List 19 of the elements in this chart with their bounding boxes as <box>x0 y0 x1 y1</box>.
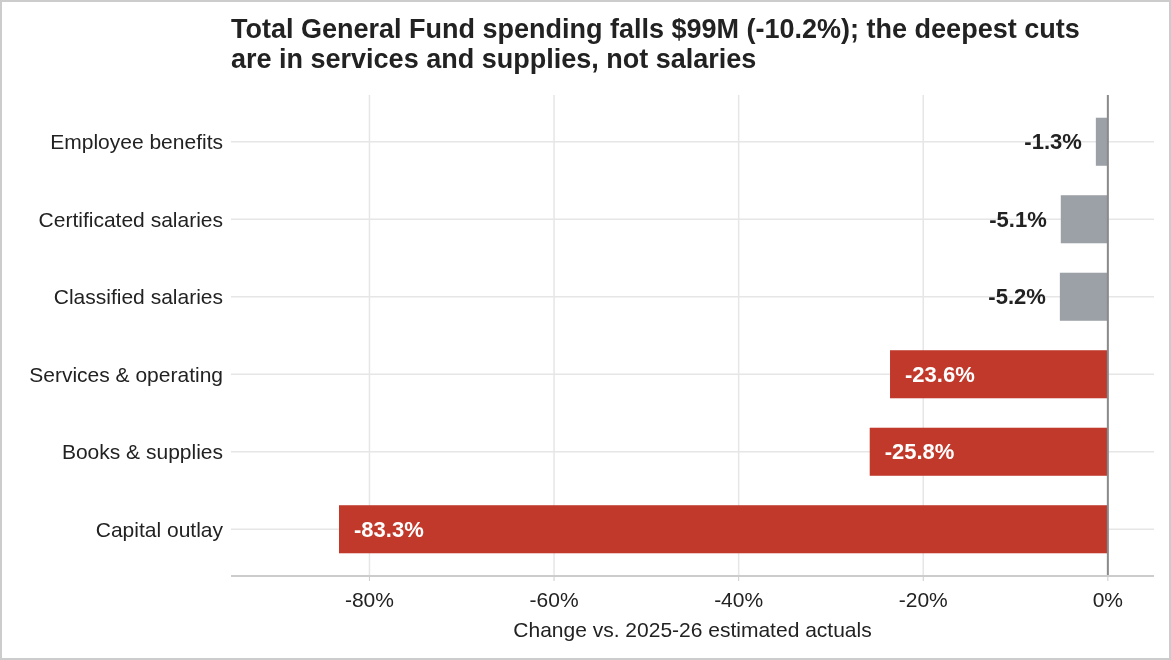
x-tick-label: -60% <box>529 588 579 611</box>
data-label: -23.6% <box>905 361 975 387</box>
y-tick-label: Employee benefits <box>50 130 223 154</box>
y-tick-label: Classified salaries <box>53 285 223 309</box>
y-tick-label: Books & supplies <box>61 440 223 464</box>
x-tick-label: -40% <box>714 588 764 611</box>
x-tick-label: 0% <box>1092 588 1124 611</box>
data-label: -5.1% <box>989 206 1047 232</box>
y-tick-label: Certificated salaries <box>38 207 223 231</box>
x-tick-label: -20% <box>898 588 948 611</box>
data-label: -5.2% <box>988 284 1046 310</box>
y-tick-label: Capital outlay <box>95 517 224 541</box>
x-axis-title: Change vs. 2025-26 estimated actuals <box>513 618 872 641</box>
data-label: -83.3% <box>353 516 424 542</box>
x-tick-label: -80% <box>344 588 394 611</box>
chart-title: Total General Fund spending falls $99M (-10.2%); the deepest cuts are in services and supplies, not salaries <box>231 14 1080 74</box>
data-label: -1.3% <box>1024 129 1082 155</box>
data-label: -25.8% <box>884 439 955 465</box>
y-tick-label: Services & operating <box>29 362 223 386</box>
